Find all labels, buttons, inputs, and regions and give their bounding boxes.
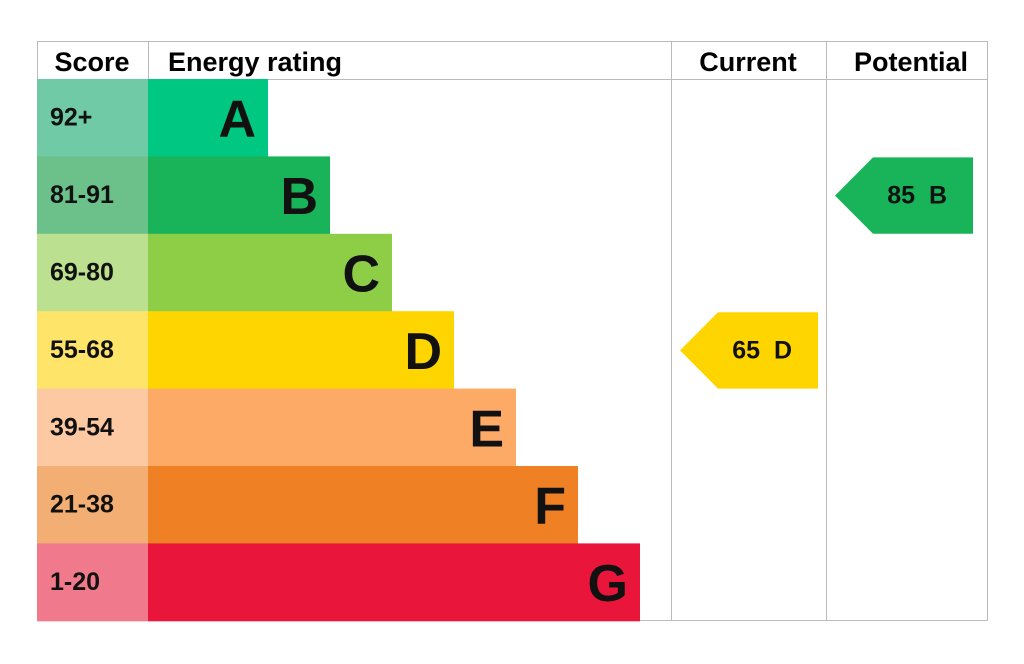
header-current: Current — [699, 47, 797, 77]
potential-rating: B — [929, 182, 947, 210]
score-range: 21-38 — [50, 491, 114, 519]
rating-bar — [148, 156, 330, 235]
rating-letter: B — [280, 168, 318, 226]
current-score: 65 — [732, 336, 760, 364]
score-cell — [37, 466, 148, 544]
header-rating: Energy rating — [168, 47, 342, 77]
header-potential: Potential — [854, 47, 968, 77]
potential-arrow — [835, 157, 973, 234]
score-range: 1-20 — [50, 568, 100, 596]
score-cell — [37, 311, 148, 390]
rating-letter: F — [534, 478, 566, 536]
score-range: 92+ — [50, 104, 92, 132]
score-cell — [37, 543, 148, 622]
rating-bar — [148, 466, 578, 544]
rating-letter: E — [469, 400, 504, 458]
potential-score: 85 — [887, 182, 915, 210]
score-cell — [37, 233, 148, 312]
rating-bar — [148, 79, 268, 157]
current-arrow — [680, 312, 818, 389]
score-cell — [37, 388, 148, 467]
rating-bar — [148, 233, 392, 312]
header-score: Score — [54, 47, 129, 77]
rating-bar — [148, 388, 516, 467]
score-range: 39-54 — [50, 413, 114, 441]
rating-letter: C — [342, 246, 380, 304]
score-cell — [37, 156, 148, 235]
rating-letter: G — [588, 555, 628, 613]
rating-letter: A — [218, 91, 256, 149]
rating-bar — [148, 543, 640, 622]
rating-bar — [148, 311, 454, 390]
score-range: 69-80 — [50, 259, 114, 287]
rating-letter: D — [404, 323, 442, 381]
score-cell — [37, 79, 148, 157]
score-range: 55-68 — [50, 336, 114, 364]
score-range: 81-91 — [50, 181, 114, 209]
current-rating: D — [774, 336, 792, 364]
